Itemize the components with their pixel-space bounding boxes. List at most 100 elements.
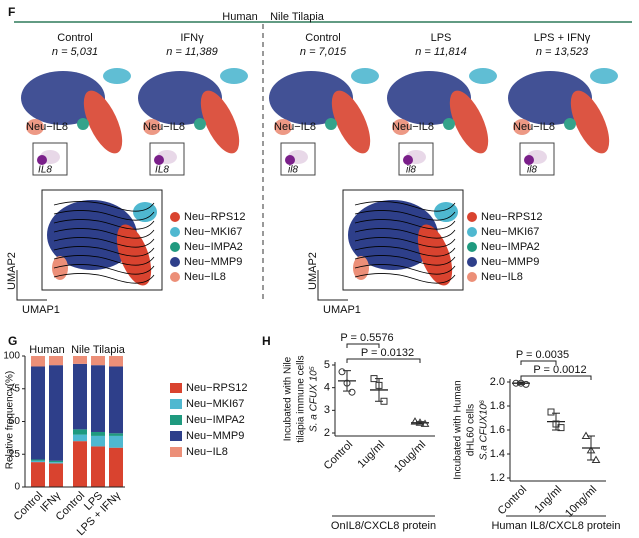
bar-segment (91, 431, 105, 436)
y-tick-label: 1.2 (490, 472, 505, 484)
cluster (469, 68, 497, 84)
axis-arrow (16, 270, 47, 301)
bar-segment (109, 356, 123, 367)
cluster (392, 119, 410, 135)
cluster-label: Neu−IL8 (274, 121, 316, 133)
legend-swatch (170, 415, 182, 425)
inset-blob (37, 155, 47, 165)
legend-dot (467, 227, 477, 237)
bar-segment (73, 434, 87, 442)
data-point (375, 381, 383, 389)
sample-count: n = 13,523 (536, 46, 589, 58)
bar-segment (31, 459, 45, 461)
data-point (370, 375, 378, 383)
x-tick-label: Control (496, 484, 530, 518)
data-point (586, 445, 596, 454)
cluster (590, 68, 618, 84)
legend-label: Neu−MMP9 (186, 430, 244, 442)
y-axis-title: Incubated with Nile (283, 356, 294, 441)
streamline (354, 237, 456, 248)
cluster-label: Neu−IL8 (513, 121, 555, 133)
inset-blob (154, 155, 164, 165)
data-point (517, 379, 525, 387)
bar-segment (49, 460, 63, 463)
cluster-label: Neu−IL8 (143, 121, 185, 133)
legend-label: Neu−IL8 (184, 271, 226, 283)
p-value: P = 0.0035 (516, 349, 569, 361)
axis-title: UMAP1 (22, 304, 60, 316)
sample-title: Control (305, 32, 340, 44)
p-value: P = 0.0132 (361, 347, 414, 359)
x-tick-label: 10ng/ml (563, 484, 599, 520)
legend-label: Neu−MMP9 (481, 256, 539, 268)
y-tick-label: 100 (3, 351, 20, 362)
legend-label: Neu−MKI67 (184, 226, 242, 238)
legend-dot (170, 257, 180, 267)
legend-swatch (170, 431, 182, 441)
bar-segment (109, 366, 123, 434)
legend-dot (467, 212, 477, 222)
umap (387, 68, 497, 154)
umap (269, 68, 379, 154)
data-point (348, 388, 356, 396)
legend-label: Neu−IMPA2 (186, 414, 245, 426)
streamline (53, 246, 155, 257)
cluster (116, 224, 152, 286)
legend-label: Neu−MKI67 (186, 398, 244, 410)
inset-blob (403, 155, 413, 165)
data-point (552, 420, 560, 428)
bar-segment (49, 356, 63, 366)
data-point (380, 397, 388, 405)
y-axis-title: S. a CFUX 10⁵ (309, 366, 320, 432)
y-tick-label: 25 (9, 449, 21, 460)
legend-label: Neu−MKI67 (481, 226, 539, 238)
y-tick-label: 1.8 (490, 400, 505, 412)
legend-label: Neu−IL8 (186, 446, 228, 458)
inset-label: il8 (288, 165, 298, 176)
bar-segment (73, 429, 87, 435)
cluster (443, 118, 455, 130)
group-label: Nile Tilapia (71, 344, 126, 356)
y-axis-title: Incubated with Human (453, 380, 464, 480)
data-point (522, 380, 530, 388)
streamline (354, 228, 456, 239)
sample-title: Control (57, 32, 92, 44)
y-tick-label: 3 (324, 404, 330, 416)
data-point (343, 379, 351, 387)
legend-label: Neu−RPS12 (186, 382, 247, 394)
bar-segment (31, 460, 45, 463)
cluster (325, 118, 337, 130)
legend-dot (467, 257, 477, 267)
data-point (581, 431, 591, 439)
inset-blob (285, 155, 295, 165)
y-tick-label: 4 (324, 382, 330, 394)
bar-segment (91, 446, 105, 487)
bar-segment (31, 356, 45, 367)
y-axis-title: S.a CFUX10⁶ (479, 400, 490, 460)
cluster (417, 224, 453, 286)
bracket (520, 375, 592, 380)
umap (21, 68, 131, 154)
legend-swatch (170, 383, 182, 393)
y-axis-title: tilapia immune cells (296, 355, 307, 442)
streamline (53, 219, 155, 230)
cluster-label: Neu−IL8 (392, 121, 434, 133)
cluster (194, 118, 206, 130)
y-tick-label: 50 (9, 416, 21, 427)
x-axis-title: OnIL8/CXCL8 protein (331, 520, 436, 532)
legend-label: Neu−IMPA2 (481, 241, 540, 253)
y-axis-title: Relative frequency(%) (5, 371, 16, 469)
cluster (138, 71, 222, 125)
data-point (338, 368, 346, 376)
inset-label: il8 (527, 165, 537, 176)
x-tick-label: Control (322, 439, 356, 473)
cluster (353, 256, 369, 280)
streamline (53, 228, 155, 239)
y-axis-title: dHL60 cells (466, 404, 477, 456)
legend-dot (170, 212, 180, 222)
data-point (420, 419, 430, 427)
cluster (570, 90, 610, 154)
cluster (513, 119, 531, 135)
panel-label: H (262, 334, 271, 348)
x-tick-label: 10ug/ml (392, 439, 428, 475)
